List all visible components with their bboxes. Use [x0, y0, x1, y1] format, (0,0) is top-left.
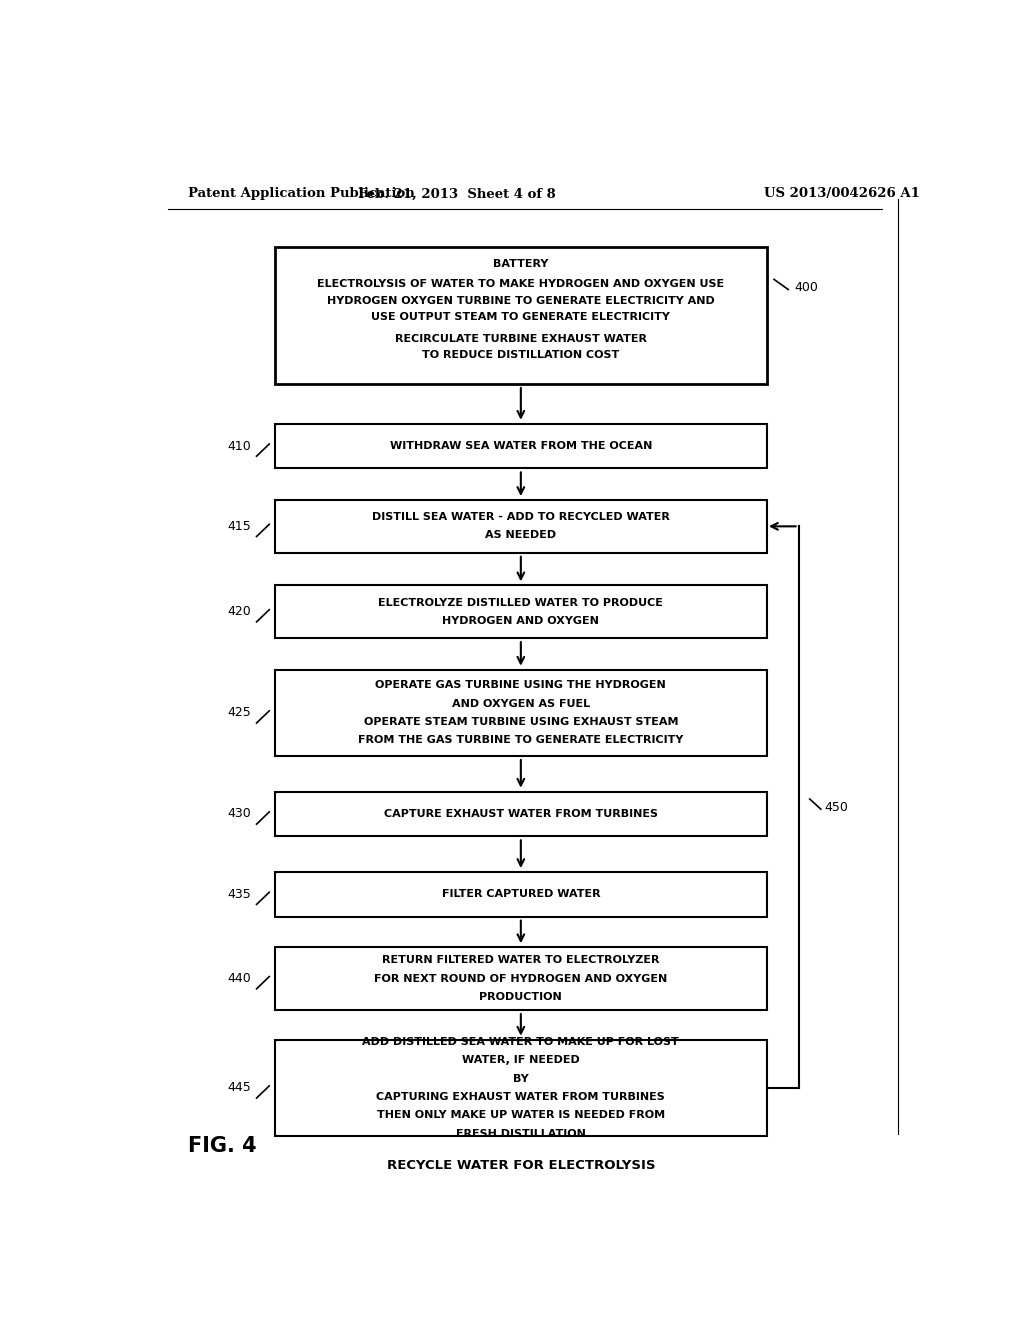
Bar — [274, 585, 767, 638]
Text: HYDROGEN AND OXYGEN: HYDROGEN AND OXYGEN — [442, 616, 599, 626]
Text: OPERATE STEAM TURBINE USING EXHAUST STEAM: OPERATE STEAM TURBINE USING EXHAUST STEA… — [364, 717, 678, 727]
Text: USE OUTPUT STEAM TO GENERATE ELECTRICITY: USE OUTPUT STEAM TO GENERATE ELECTRICITY — [372, 312, 671, 322]
Text: DISTILL SEA WATER - ADD TO RECYCLED WATER: DISTILL SEA WATER - ADD TO RECYCLED WATE… — [372, 512, 670, 523]
Text: Patent Application Publication: Patent Application Publication — [187, 187, 415, 201]
Text: OPERATE GAS TURBINE USING THE HYDROGEN: OPERATE GAS TURBINE USING THE HYDROGEN — [376, 680, 667, 690]
Bar — [274, 873, 767, 916]
Text: WATER, IF NEEDED: WATER, IF NEEDED — [462, 1056, 580, 1065]
Text: ADD DISTILLED SEA WATER TO MAKE UP FOR LOST: ADD DISTILLED SEA WATER TO MAKE UP FOR L… — [362, 1038, 679, 1047]
Text: RECYCLE WATER FOR ELECTROLYSIS: RECYCLE WATER FOR ELECTROLYSIS — [387, 1159, 655, 1172]
Text: BY: BY — [513, 1073, 528, 1084]
Bar — [274, 1040, 767, 1137]
Bar — [274, 669, 767, 756]
Text: BATTERY: BATTERY — [494, 259, 549, 269]
Text: 400: 400 — [795, 281, 818, 294]
Text: HYDROGEN OXYGEN TURBINE TO GENERATE ELECTRICITY AND: HYDROGEN OXYGEN TURBINE TO GENERATE ELEC… — [327, 296, 715, 306]
Text: TO REDUCE DISTILLATION COST: TO REDUCE DISTILLATION COST — [422, 351, 620, 360]
Text: AND OXYGEN AS FUEL: AND OXYGEN AS FUEL — [452, 698, 590, 709]
Text: RETURN FILTERED WATER TO ELECTROLYZER: RETURN FILTERED WATER TO ELECTROLYZER — [382, 956, 659, 965]
Bar — [274, 247, 767, 384]
Bar — [274, 792, 767, 837]
Bar — [274, 424, 767, 469]
Text: ELECTROLYZE DISTILLED WATER TO PRODUCE: ELECTROLYZE DISTILLED WATER TO PRODUCE — [379, 598, 664, 607]
Text: FILTER CAPTURED WATER: FILTER CAPTURED WATER — [441, 890, 600, 899]
Text: 430: 430 — [227, 808, 251, 821]
Text: ELECTROLYSIS OF WATER TO MAKE HYDROGEN AND OXYGEN USE: ELECTROLYSIS OF WATER TO MAKE HYDROGEN A… — [317, 280, 724, 289]
Text: 440: 440 — [227, 972, 251, 985]
Text: THEN ONLY MAKE UP WATER IS NEEDED FROM: THEN ONLY MAKE UP WATER IS NEEDED FROM — [377, 1110, 665, 1121]
Text: PRODUCTION: PRODUCTION — [479, 991, 562, 1002]
Text: FIG. 4: FIG. 4 — [187, 1137, 256, 1156]
Text: FOR NEXT ROUND OF HYDROGEN AND OXYGEN: FOR NEXT ROUND OF HYDROGEN AND OXYGEN — [374, 974, 668, 983]
Text: CAPTURING EXHAUST WATER FROM TURBINES: CAPTURING EXHAUST WATER FROM TURBINES — [377, 1092, 666, 1102]
Text: Feb. 21, 2013  Sheet 4 of 8: Feb. 21, 2013 Sheet 4 of 8 — [358, 187, 556, 201]
Text: FROM THE GAS TURBINE TO GENERATE ELECTRICITY: FROM THE GAS TURBINE TO GENERATE ELECTRI… — [358, 735, 683, 746]
Text: FRESH DISTILLATION: FRESH DISTILLATION — [456, 1129, 586, 1139]
Text: 450: 450 — [824, 801, 848, 813]
Text: CAPTURE EXHAUST WATER FROM TURBINES: CAPTURE EXHAUST WATER FROM TURBINES — [384, 809, 657, 818]
Text: 410: 410 — [227, 440, 251, 453]
Bar — [274, 500, 767, 553]
Bar — [274, 948, 767, 1010]
Text: 415: 415 — [227, 520, 251, 533]
Text: 435: 435 — [227, 888, 251, 900]
Text: US 2013/0042626 A1: US 2013/0042626 A1 — [764, 187, 921, 201]
Text: 445: 445 — [227, 1081, 251, 1094]
Text: 425: 425 — [227, 706, 251, 719]
Text: RECIRCULATE TURBINE EXHAUST WATER: RECIRCULATE TURBINE EXHAUST WATER — [395, 334, 647, 345]
Text: AS NEEDED: AS NEEDED — [485, 531, 556, 540]
Text: 420: 420 — [227, 605, 251, 618]
Text: WITHDRAW SEA WATER FROM THE OCEAN: WITHDRAW SEA WATER FROM THE OCEAN — [390, 441, 652, 451]
